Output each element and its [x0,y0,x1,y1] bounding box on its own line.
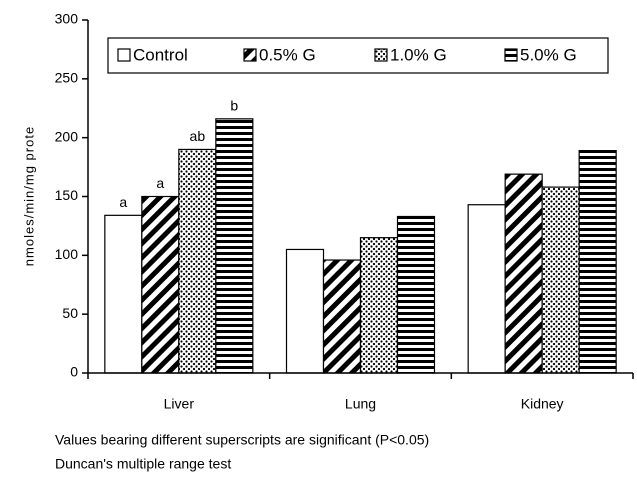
legend-label: 5.0% G [520,45,577,64]
x-tick-label: Lung [345,396,376,412]
bar [141,195,180,374]
bar [359,237,399,374]
annotation: ab [190,128,206,144]
bar [396,215,436,374]
bar [215,118,254,374]
annotation: a [156,175,164,191]
legend-label: 0.5% G [259,45,316,64]
y-tick-label: 50 [62,305,78,321]
legend-swatch [374,48,388,62]
bar [178,148,217,374]
bar [285,248,325,374]
bar [467,204,506,374]
legend-swatch [117,48,131,62]
annotation: a [119,194,127,210]
bar [504,173,543,374]
legend-label: Control [133,45,188,64]
x-tick-label: Liver [164,396,195,412]
legend-swatch [504,48,518,62]
x-tick-label: Kidney [521,396,564,412]
bar [104,214,143,374]
bar [578,150,617,374]
footnote: Values bearing different superscripts ar… [55,432,429,448]
legend-label: 1.0% G [390,45,447,64]
bar [322,259,362,374]
y-tick-label: 100 [55,246,79,262]
bar [541,186,580,374]
y-tick-label: 300 [55,11,79,27]
y-tick-label: 0 [70,364,78,380]
y-tick-label: 250 [55,70,79,86]
legend-box [107,37,609,74]
legend-swatch [243,48,257,62]
y-axis-label: nmoles/min/mg prote [21,126,36,266]
y-tick-label: 200 [55,128,79,144]
y-tick-label: 150 [55,187,79,203]
footnote: Duncan's multiple range test [55,456,231,472]
annotation: b [230,98,238,114]
